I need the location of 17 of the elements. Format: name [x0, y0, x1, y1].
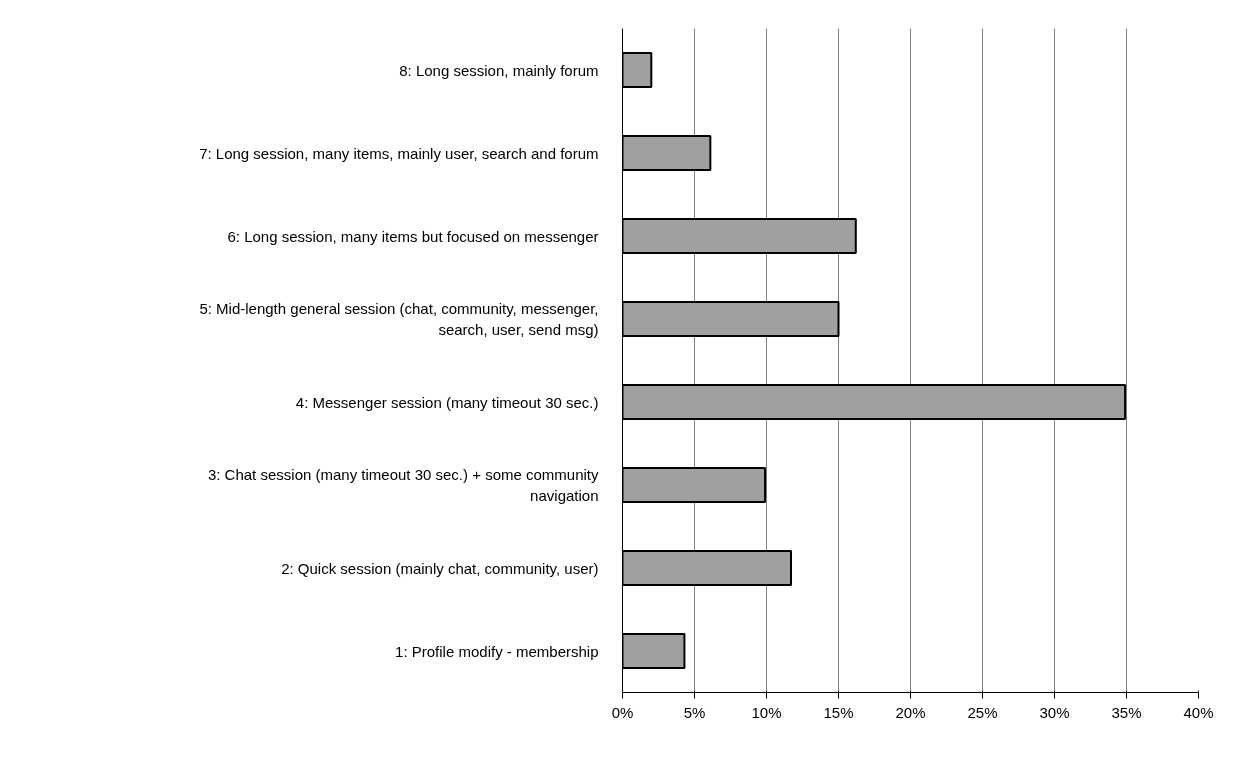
- y-tick-label: 6: Long session, many items but focused on messenger: [227, 227, 599, 245]
- x-tick-label: 30%: [1039, 703, 1070, 721]
- x-tick-label: 0%: [611, 703, 634, 721]
- y-tick-label: 2: Quick session (mainly chat, community, user): [281, 559, 599, 577]
- y-tick-label: 8: Long session, mainly forum: [399, 61, 599, 79]
- y-tick-label: 3: Chat session (many timeout 30 sec.) + some community navigation: [207, 466, 599, 504]
- x-tick-label: 25%: [967, 703, 998, 721]
- x-tick-label: 15%: [823, 703, 854, 721]
- x-tick-label: 10%: [751, 703, 782, 721]
- x-tick-label: 5%: [683, 703, 706, 721]
- y-tick-label: 7: Long session, many items, mainly user, search and forum: [199, 144, 599, 162]
- y-tick-label: 1: Profile modify - membership: [395, 642, 599, 660]
- y-tick-label: 5: Mid-length general session (chat, community, messenger, search, user, send msg): [199, 300, 599, 338]
- x-tick-label: 40%: [1183, 703, 1214, 721]
- x-tick-label: 35%: [1111, 703, 1142, 721]
- y-tick-label: 4: Messenger session (many timeout 30 sec.): [295, 393, 599, 411]
- x-tick-label: 20%: [895, 703, 926, 721]
